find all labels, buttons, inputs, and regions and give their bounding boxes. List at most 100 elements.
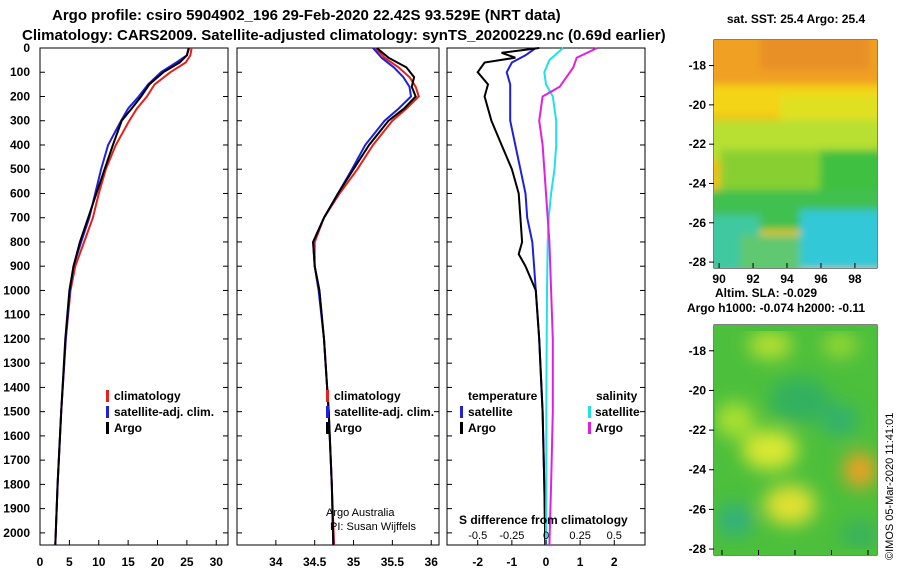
difference-sub-ticks: -0.5 -0.25 0 0.25 0.5 [468,530,622,542]
sla-heatmap [714,325,877,555]
x-tick-label: 34 [269,555,283,569]
difference-legend: temperature salinity satellite Argo sate… [459,389,640,527]
depth-tick-label: 300 [10,114,30,128]
depth-tick-label: 700 [10,211,30,225]
sla-lat-tick-label: -20 [689,383,707,397]
depth-tick-label: 900 [10,259,30,273]
sla-lat-tick-label: -18 [689,344,707,358]
sst-lat-tick-label: -26 [689,216,707,230]
depth-tick-label: 1600 [3,429,30,443]
legend-temp-satellite: satellite [468,405,513,419]
legend-swatch-climatology [106,390,109,402]
legend-swatch-temp-satellite [460,406,463,418]
sla-lat-tick-label: -28 [689,542,707,556]
x-tick-label: 15 [121,555,135,569]
depth-tick-label: 400 [10,138,30,152]
legend-swatch-sal-argo [588,422,591,434]
sst-lon-tick-label: 98 [848,272,862,286]
legend-sal-argo: Argo [595,421,623,435]
difference-lines [476,47,598,546]
x-tick-label: 20 [151,555,165,569]
depth-tick-label: 1500 [3,405,30,419]
depth-tick-label: 800 [10,235,30,249]
sst-lat-tick-label: -22 [689,137,707,151]
depth-tick-label: 600 [10,186,30,200]
legend-climatology: climatology [114,389,181,403]
sla-lat-tick-label: -22 [689,423,707,437]
sst-lat-tick-label: -24 [689,176,707,190]
sub-tick-label: 0.25 [569,530,590,542]
legend-swatch-sal-satellite [588,406,591,418]
legend-argo: Argo [114,421,142,435]
x-tick-label: 10 [92,555,106,569]
x-axis-ticks: 0 5 10 15 20 25 30 34 34.5 35 35.5 36 -2 -1 0 1 2 [37,540,618,569]
salinity-lines [312,47,420,546]
sst-lat-tick-label: -28 [689,255,707,269]
x-tick-label: 0 [37,555,44,569]
legend-swatch-satellite [326,406,329,418]
series-line-sal-satellite [543,47,564,546]
x-tick-label: 25 [180,555,194,569]
x-tick-label: 34.5 [303,555,327,569]
legend-swatch-satellite [106,406,109,418]
sub-tick-label: -0.5 [468,530,487,542]
depth-tick-label: 1100 [4,308,30,322]
x-tick-label: 30 [210,555,224,569]
legend-satellite: satellite-adj. clim. [114,405,214,419]
annotation-pi: PI: Susan Wijffels [330,521,416,533]
depth-tick-label: 0 [23,41,30,55]
series-line-sal-argo [538,47,598,546]
x-tick-label: 5 [66,555,73,569]
difference-title: S difference from climatology [459,513,628,527]
x-tick-label: 35.5 [381,555,405,569]
legend-temperature-header: temperature [468,389,538,403]
imos-timestamp: ©IMOS 05-Mar-2020 11:41:01 [884,413,896,560]
depth-tick-label: 1900 [3,502,30,516]
depth-tick-label: 1200 [3,332,30,346]
legend-argo: Argo [334,421,362,435]
depth-tick-label: 2000 [3,526,30,540]
salinity-panel-frame [236,47,440,546]
x-tick-label: 35 [347,555,361,569]
x-tick-label: 1 [577,555,584,569]
temperature-lines [54,47,193,546]
sst-lat-tick-label: -18 [689,59,707,73]
depth-tick-label: 1800 [3,477,30,491]
depth-tick-label: 100 [10,65,30,79]
title-line-1: Argo profile: csiro 5904902_196 29-Feb-2… [52,7,561,24]
legend-swatch-temp-argo [460,422,463,434]
sst-lon-tick-label: 92 [746,272,760,286]
series-line-argo [54,47,190,546]
map-axes: 90 92 94 96 98 -18 -20 -22 -24 -26 -28 -18 -20 -22 -24… [689,59,869,556]
legend-swatch-climatology [326,390,329,402]
depth-tick-label: 1700 [3,453,30,467]
x-tick-label: 36 [425,555,439,569]
sub-tick-label: -0.25 [499,530,524,542]
legend-temp-argo: Argo [468,421,496,435]
title-line-2: Climatology: CARS2009. Satellite-adjuste… [22,27,666,44]
series-line-satellite [54,47,191,546]
sub-tick-label: 0 [543,530,549,542]
sst-lat-tick-label: -20 [689,98,707,112]
legend-satellite: satellite-adj. clim. [334,405,434,419]
legend-swatch-argo [106,422,109,434]
series-line-satellite [312,47,413,546]
sub-tick-label: 0.5 [607,530,622,542]
sst-lon-tick-label: 96 [814,272,828,286]
x-tick-label: 2 [611,555,618,569]
series-line-argo [312,47,417,546]
x-tick-label: -1 [507,555,518,569]
series-line-climatology [54,47,193,546]
sla-lat-tick-label: -26 [689,502,707,516]
sst-map-title: sat. SST: 25.4 Argo: 25.4 [727,12,866,26]
legend-salinity-header: salinity [596,389,638,403]
sst-heatmap [714,40,877,268]
x-tick-label: -2 [472,555,483,569]
series-line-temp-argo [476,47,547,546]
x-tick-label: 0 [543,555,550,569]
legend-climatology: climatology [334,389,401,403]
depth-tick-label: 500 [10,162,30,176]
depth-axis: 0 100 200 300 400 500 600 700 800 900 1000 1100 1200… [3,41,645,540]
depth-tick-label: 1400 [3,380,30,394]
